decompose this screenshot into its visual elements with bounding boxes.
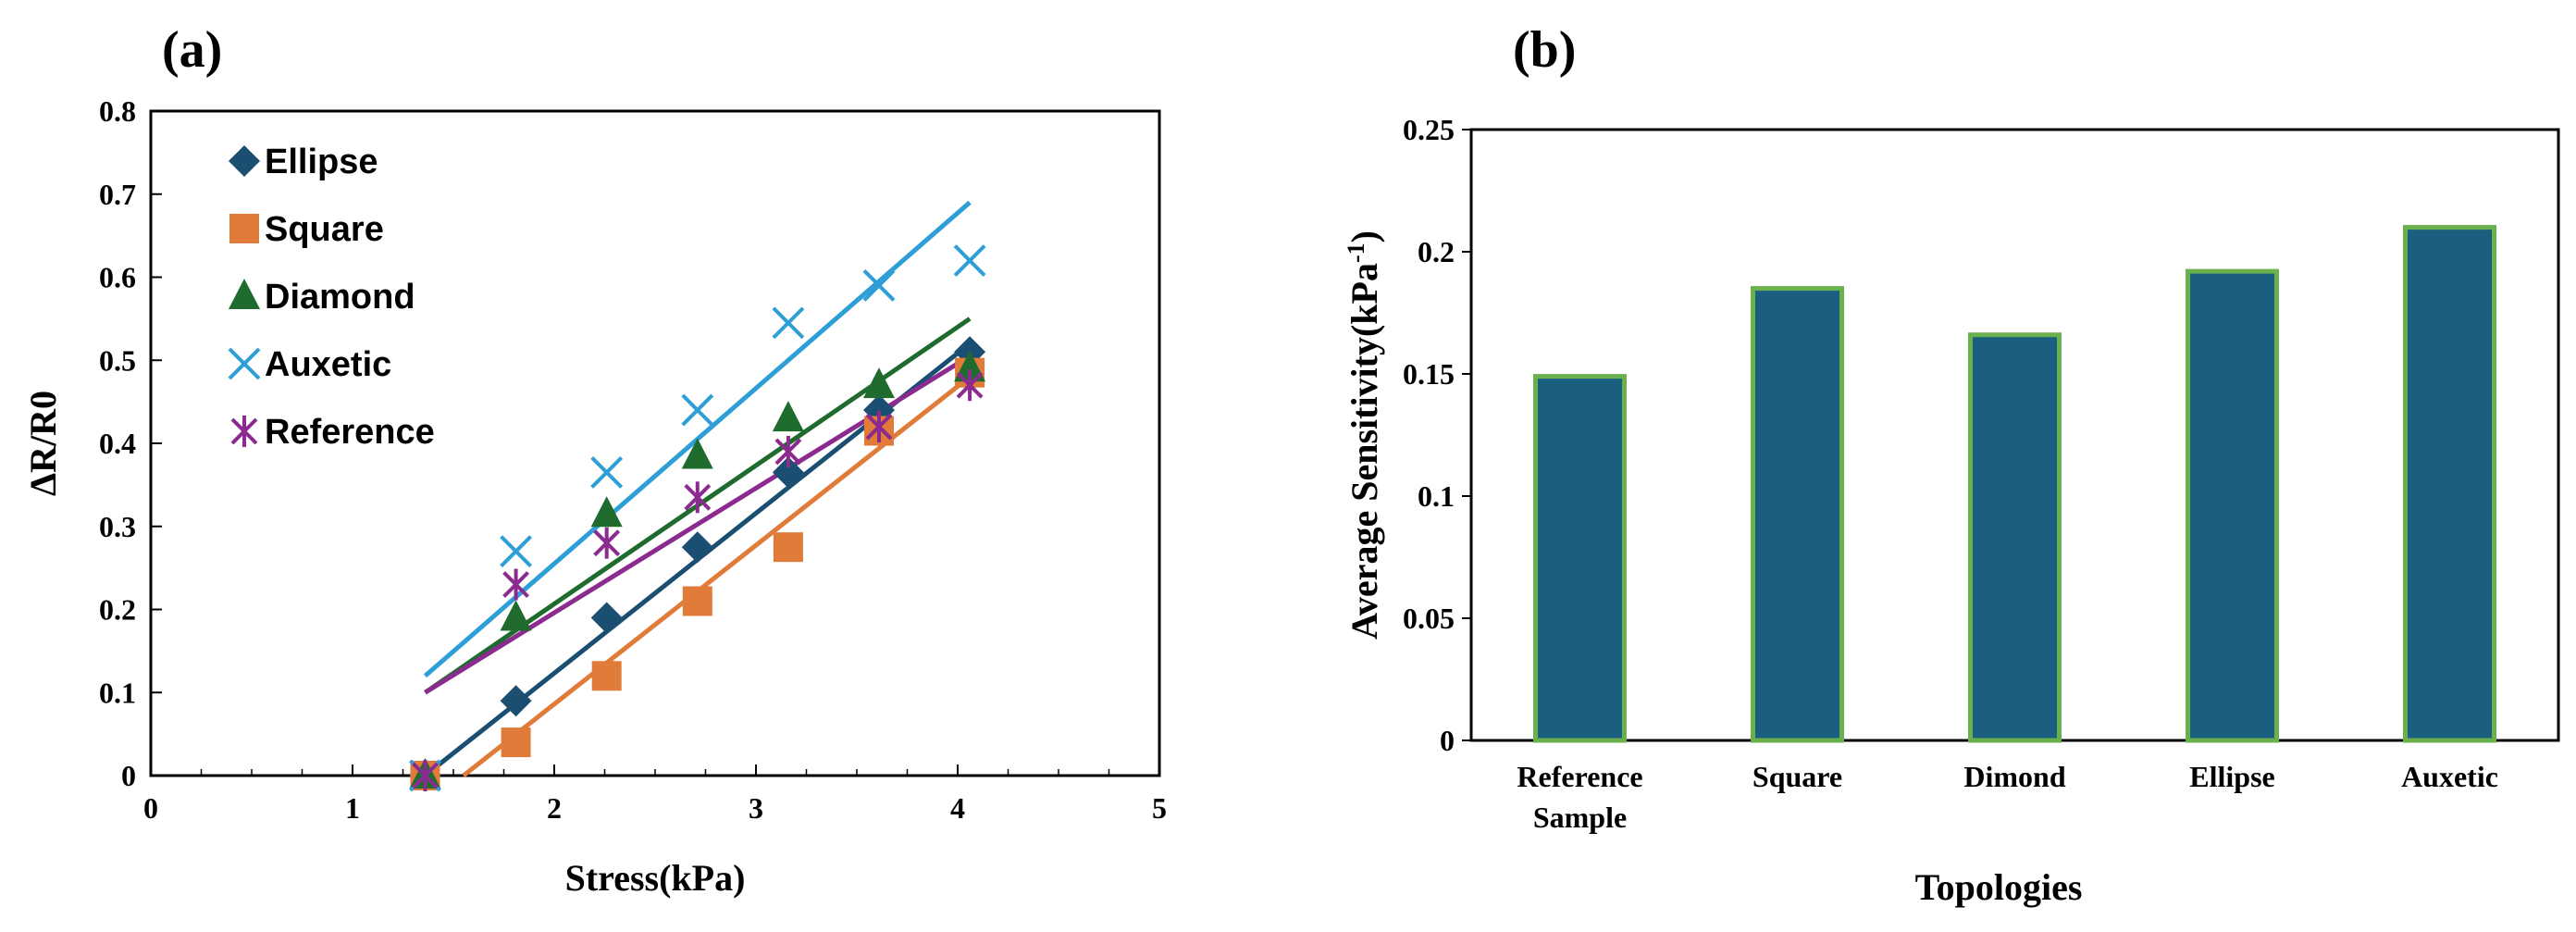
data-points-a: [409, 244, 986, 792]
bars-b: [1533, 225, 2496, 743]
y-tick-label: 0: [121, 759, 136, 792]
category-label: Dimond: [1963, 760, 2065, 793]
category-labels-b: Reference Sample Square Dimond Ellipse Auxeti…: [1517, 760, 2498, 834]
category-label: Ellipse: [2189, 760, 2274, 793]
category-label: Sample: [1533, 801, 1627, 834]
category-label: Reference: [1517, 760, 1642, 793]
chart-b: (b) 0 0.05 0.1 0.15 0.2 0.25 Reference Sample S…: [1343, 21, 2560, 908]
y-tick-label: 0.5: [99, 343, 136, 377]
point-diamond: [500, 600, 532, 631]
x-axis-label-b: Topologies: [1915, 866, 2083, 908]
y-axis-label-b-end: ): [1344, 230, 1385, 242]
point-auxetic: [681, 393, 714, 427]
point-reference: [774, 435, 802, 467]
point-auxetic: [862, 269, 896, 302]
point-ellipse: [590, 602, 623, 634]
legend-label-auxetic: Auxetic: [265, 345, 391, 384]
y-tick-label: 0: [1440, 724, 1455, 757]
x-axis-label-a: Stress(kPa): [565, 857, 746, 899]
category-label: Auxetic: [2401, 760, 2498, 793]
y-tick-label: 0.2: [99, 593, 136, 627]
x-tick-label: 0: [143, 791, 158, 825]
y-tick-label: 0.7: [99, 178, 136, 211]
point-auxetic: [500, 535, 532, 568]
point-reference: [412, 760, 439, 791]
x-tick-label: 2: [547, 791, 562, 825]
legend-label-square: Square: [265, 210, 384, 249]
point-auxetic: [953, 244, 986, 277]
y-tick-label: 0.25: [1403, 113, 1455, 146]
y-tick-label: 0.6: [99, 261, 136, 294]
legend-marker-ellipse: [229, 145, 260, 177]
point-ellipse: [681, 531, 713, 564]
legend-marker-auxetic: [228, 347, 261, 380]
point-reference: [865, 411, 893, 443]
x-ticks-a: 0 1 2 3 4 5: [143, 764, 1167, 825]
y-tick-label: 0.8: [99, 94, 136, 128]
point-square: [591, 661, 622, 691]
point-square: [682, 586, 712, 616]
point-reference: [593, 527, 621, 559]
y-axis-label-b-main: Average Sensitivity(kPa: [1344, 263, 1385, 640]
legend-label-diamond: Diamond: [265, 278, 415, 317]
point-diamond: [590, 496, 623, 528]
point-diamond: [954, 351, 986, 382]
point-square: [773, 532, 803, 563]
y-ticks-b: 0 0.05 0.1 0.15 0.2 0.25: [1403, 113, 1471, 757]
x-tick-label: 4: [950, 791, 965, 825]
point-diamond: [681, 438, 713, 469]
panel-b-label: (b): [1513, 21, 1576, 79]
legend-a: Ellipse Square Diamond Auxetic Reference: [228, 143, 435, 452]
y-tick-label: 0.05: [1403, 602, 1455, 635]
point-ellipse: [500, 685, 532, 717]
legend-marker-reference: [230, 416, 258, 447]
category-label: Square: [1752, 760, 1842, 793]
x-tick-label: 5: [1152, 791, 1167, 825]
y-axis-label-b: Average Sensitivity(kPa-1): [1343, 230, 1385, 640]
y-tick-label: 0.1: [99, 676, 136, 709]
panel-a-label: (a): [162, 21, 222, 79]
point-reference: [502, 568, 529, 601]
y-axis-label-b-superscript: -1: [1343, 242, 1369, 263]
y-tick-label: 0.3: [99, 510, 136, 543]
chart-a: (a) 0 0.1 0.2 0.3 0.4 0.5 0.6 0.7 0.8 0 1 2 3 4 5 Ell…: [22, 21, 1167, 899]
point-auxetic: [590, 455, 624, 489]
legend-marker-square: [229, 214, 259, 243]
y-ticks-a: 0 0.1 0.2 0.3 0.4 0.5 0.6 0.7 0.8: [99, 94, 162, 792]
y-tick-label: 0.1: [1418, 479, 1455, 513]
y-tick-label: 0.4: [99, 427, 136, 460]
point-auxetic: [772, 306, 805, 340]
point-ellipse: [772, 456, 804, 489]
point-reference: [684, 481, 712, 514]
point-diamond: [862, 367, 895, 399]
x-tick-label: 1: [345, 791, 360, 825]
bar-reference-sample: [1533, 374, 1627, 743]
y-tick-label: 0.15: [1403, 357, 1455, 391]
bar-ellipse: [2186, 268, 2279, 743]
x-tick-label: 3: [749, 791, 763, 825]
y-axis-label-a: ΔR/R0: [22, 391, 64, 496]
point-reference: [956, 369, 984, 402]
legend-label-reference: Reference: [265, 413, 435, 452]
legend-marker-diamond: [229, 279, 260, 309]
bar-square: [1751, 286, 1844, 743]
point-diamond: [772, 401, 804, 432]
bar-auxetic: [2403, 225, 2496, 743]
bar-dimond: [1968, 332, 2062, 743]
legend-label-ellipse: Ellipse: [265, 143, 378, 181]
point-square: [501, 727, 531, 758]
y-tick-label: 0.2: [1418, 235, 1455, 268]
